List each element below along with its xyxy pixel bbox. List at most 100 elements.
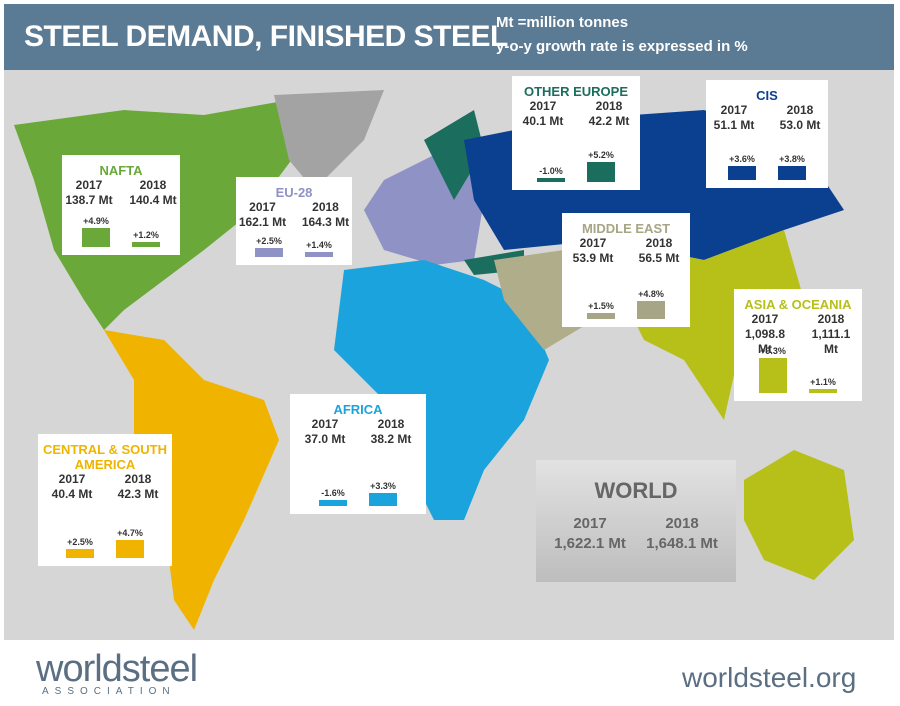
- url: worldsteel.org: [682, 662, 857, 693]
- volume: 1,648.1 Mt: [646, 535, 718, 552]
- growth-bars: -1.6% +3.3%: [290, 481, 426, 506]
- year: 2017: [58, 472, 86, 486]
- note: Mt =million tonnes: [496, 14, 629, 31]
- year: 2018: [817, 312, 845, 326]
- growth-bars: +2.5% +1.4%: [236, 235, 352, 257]
- region-box: OTHER EUROPE 2017 2018 40.1 Mt 42.2 Mt -1.0% +…: [512, 76, 640, 190]
- year: 2017: [529, 99, 557, 113]
- region-name: ASIA & OCEANIA: [744, 297, 852, 312]
- region-name: EU-28: [275, 185, 313, 200]
- volume: 56.5 Mt: [638, 251, 680, 265]
- region-box: CENTRAL & SOUTH AMERICA 2017 2018 40.4 Mt 42…: [38, 434, 172, 566]
- region-name: NAFTA: [99, 163, 143, 178]
- growth-bar: [537, 178, 565, 182]
- volume-row: 1,098.8 Mt 1,111.1 Mt: [734, 327, 862, 357]
- region-name: AFRICA: [333, 402, 383, 417]
- note: y-o-y growth rate is expressed in %: [496, 38, 748, 55]
- year: 2018: [124, 472, 152, 486]
- growth-column: +3.6%: [724, 154, 760, 180]
- growth-column: -1.0%: [533, 166, 569, 182]
- growth-label: +2.5%: [256, 235, 282, 246]
- region-box: MIDDLE EAST 2017 2018 53.9 Mt 56.5 Mt +1.5% +4…: [562, 213, 690, 327]
- year: 2017: [720, 103, 748, 117]
- volume-row: 40.4 Mt 42.3 Mt: [38, 487, 172, 502]
- growth-label: +3.8%: [779, 153, 805, 164]
- growth-bar: [255, 247, 283, 257]
- growth-column: +9.3%: [755, 346, 791, 393]
- growth-label: +5.2%: [588, 150, 614, 161]
- year-row: 2017 2018: [734, 312, 862, 327]
- year: 2018: [595, 99, 623, 113]
- growth-column: +4.8%: [633, 289, 669, 319]
- region-name: CENTRAL & SOUTH AMERICA: [43, 442, 167, 472]
- growth-label: +4.9%: [83, 216, 109, 227]
- volume: 1,111.1 Mt: [811, 327, 851, 356]
- growth-bar: [305, 251, 333, 257]
- growth-column: -1.6%: [315, 488, 351, 506]
- growth-column: +1.2%: [128, 230, 164, 247]
- volume: 162.1 Mt: [238, 215, 287, 229]
- volume: 138.7 Mt: [65, 193, 113, 207]
- year: 2017: [75, 178, 103, 192]
- growth-bars: +3.6% +3.8%: [706, 154, 828, 180]
- growth-label: +9.3%: [760, 345, 786, 356]
- volume: 164.3 Mt: [301, 215, 350, 229]
- year-row: 2017 2018: [38, 472, 172, 487]
- growth-column: +3.3%: [365, 481, 401, 506]
- year-row: 2017 2018: [62, 178, 180, 193]
- region-name: CIS: [756, 88, 778, 103]
- volume: 38.2 Mt: [370, 432, 412, 446]
- growth-column: +4.9%: [78, 216, 114, 247]
- growth-column: +1.5%: [583, 301, 619, 319]
- region-name: OTHER EUROPE: [523, 84, 628, 99]
- growth-bar: [319, 499, 347, 506]
- growth-bar: [809, 388, 837, 393]
- growth-column: +4.7%: [112, 528, 148, 558]
- volume-row: 162.1 Mt 164.3 Mt: [236, 215, 352, 230]
- volume: 42.3 Mt: [117, 487, 159, 501]
- year-row: 2017 2018: [512, 99, 640, 114]
- region-box: ASIA & OCEANIA 2017 2018 1,098.8 Mt 1,111.1 …: [734, 289, 862, 401]
- growth-column: +2.5%: [62, 536, 98, 558]
- growth-bar: [759, 357, 787, 393]
- volume-row: 40.1 Mt 42.2 Mt: [512, 114, 640, 129]
- volume: 140.4 Mt: [129, 193, 177, 207]
- year-row: 2017 2018: [236, 200, 352, 215]
- volume-row: 37.0 Mt 38.2 Mt: [290, 432, 426, 447]
- growth-label: +4.7%: [117, 528, 143, 539]
- year: 2018: [645, 236, 673, 250]
- volume: 42.2 Mt: [588, 114, 630, 128]
- growth-bars: +4.9% +1.2%: [62, 216, 180, 247]
- volume-row: 51.1 Mt 53.0 Mt: [706, 118, 828, 133]
- volume: 40.1 Mt: [522, 114, 564, 128]
- growth-bar: [778, 165, 806, 180]
- year: 2017: [311, 417, 339, 431]
- growth-bars: +2.5% +4.7%: [38, 528, 172, 558]
- volume: 1,622.1 Mt: [554, 535, 626, 552]
- region-box: NAFTA 2017 2018 138.7 Mt 140.4 Mt +4.9% +1.2%: [62, 155, 180, 255]
- year-row: 2017 2018: [562, 236, 690, 251]
- growth-bars: +9.3% +1.1%: [734, 346, 862, 393]
- region-box: EU-28 2017 2018 162.1 Mt 164.3 Mt +2.5% +1.4%: [236, 177, 352, 265]
- growth-bar: [66, 548, 94, 558]
- growth-label: +3.6%: [729, 154, 755, 165]
- growth-label: -1.0%: [539, 166, 563, 177]
- growth-label: +1.4%: [306, 239, 332, 250]
- logo-sub: ASSOCIATION: [42, 686, 176, 697]
- region-box: AFRICA 2017 2018 37.0 Mt 38.2 Mt -1.6% +3.3%: [290, 394, 426, 514]
- year: 2017: [573, 515, 607, 532]
- volume: 40.4 Mt: [51, 487, 93, 501]
- growth-bar: [587, 313, 615, 319]
- year: 2018: [312, 200, 339, 214]
- growth-bar: [587, 162, 615, 182]
- growth-label: +2.5%: [67, 536, 93, 547]
- growth-bar: [132, 242, 160, 247]
- growth-column: +1.1%: [805, 377, 841, 393]
- year: 2018: [377, 417, 405, 431]
- year: 2017: [751, 312, 779, 326]
- growth-label: +4.8%: [638, 288, 664, 299]
- volume: 51.1 Mt: [713, 118, 755, 132]
- growth-label: +1.5%: [588, 301, 614, 312]
- year-row: 2017 2018: [706, 103, 828, 118]
- volume: 53.9 Mt: [572, 251, 614, 265]
